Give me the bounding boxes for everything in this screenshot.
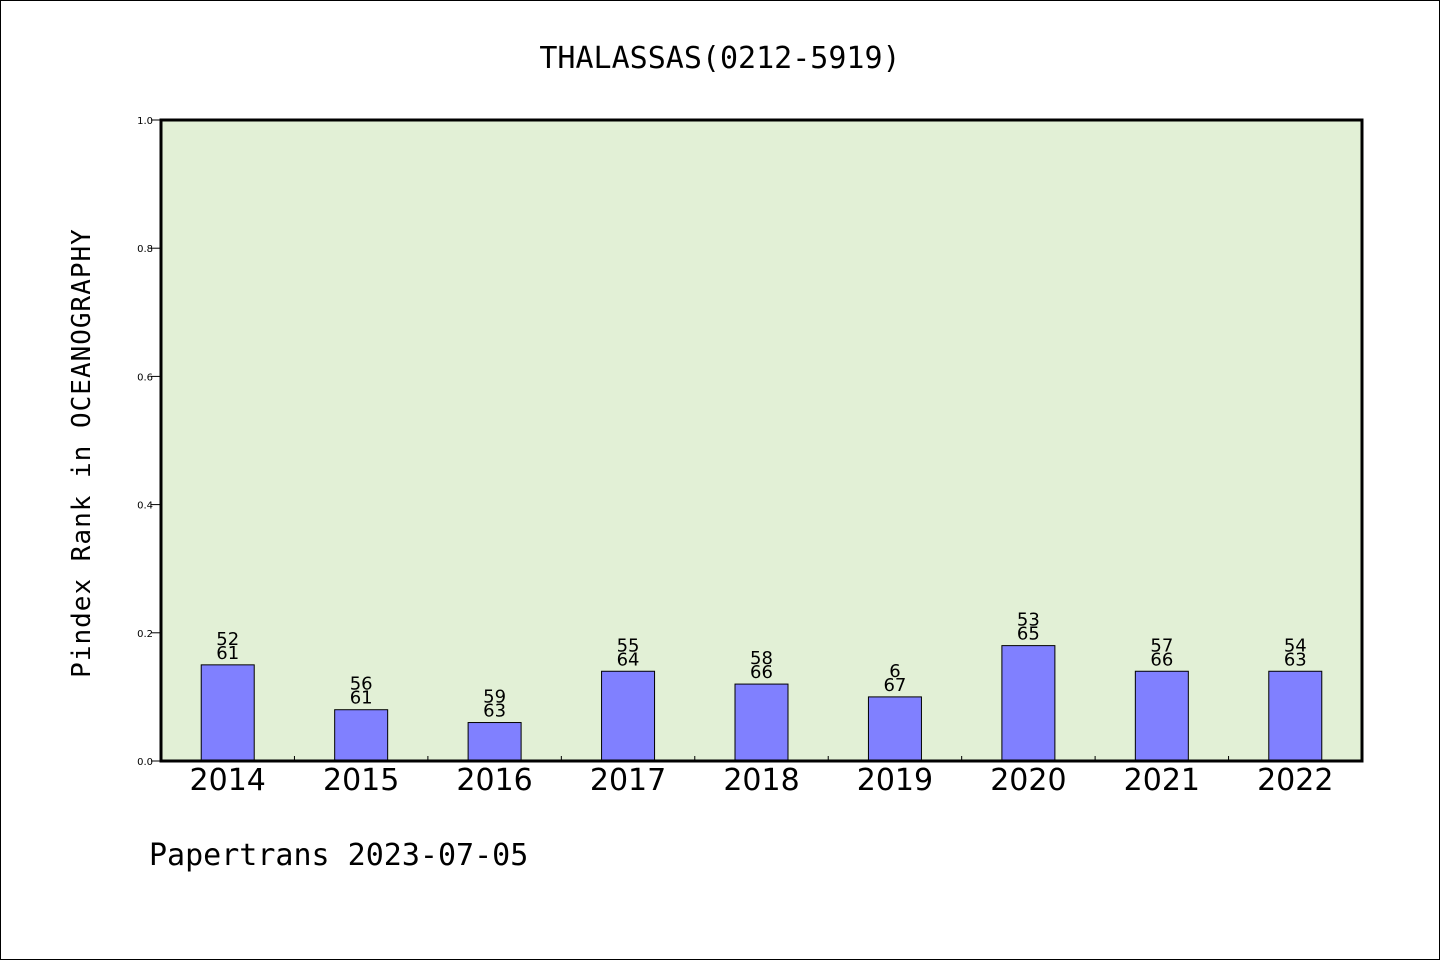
bar-label-top: 58	[750, 648, 773, 669]
bar-label-top: 53	[1017, 610, 1040, 631]
bar-label-bottom: 61	[350, 688, 373, 709]
x-tick-label: 2021	[1124, 763, 1200, 798]
x-tick-label: 2018	[723, 763, 799, 798]
bar-label-top: 56	[350, 674, 373, 695]
bar	[867, 696, 922, 762]
y-tick-label: 0.0	[137, 757, 153, 768]
bar	[334, 709, 389, 762]
bar	[734, 683, 789, 762]
y-axis-label: Pindex Rank in OCEANOGRAPHY	[67, 228, 97, 678]
bar-label-bottom: 66	[750, 662, 773, 683]
y-tick-label: 1.0	[137, 116, 153, 127]
x-tick-label: 2017	[590, 763, 666, 798]
y-tick-label: 0.4	[137, 501, 153, 512]
bar-label-bottom: 63	[1284, 649, 1307, 670]
bar	[1268, 670, 1323, 762]
bar-label-bottom: 64	[617, 649, 640, 670]
chart-title: THALASSAS(0212-5919)	[539, 41, 900, 76]
plot-area	[161, 120, 1362, 761]
bar	[467, 722, 522, 762]
x-tick-label: 2019	[857, 763, 933, 798]
bar-label-bottom: 63	[483, 701, 506, 722]
bar-label-bottom: 66	[1150, 649, 1173, 670]
bar-label-top: 52	[216, 629, 239, 650]
y-tick-label: 0.2	[137, 629, 153, 640]
plot-border	[159, 118, 1364, 763]
bar	[601, 670, 656, 762]
x-tick-label: 2016	[456, 763, 532, 798]
bar-label-bottom: 61	[216, 643, 239, 664]
x-tick-label: 2014	[190, 763, 266, 798]
bar-label-top: 54	[1284, 635, 1307, 656]
x-axis-ticks: 2014 2015 2016 2017 2018 2019 2020 2021 2022	[190, 756, 1333, 798]
x-tick-label: 2015	[323, 763, 399, 798]
y-axis-ticks: 0.0 0.2 0.4 0.6 0.8 1.0	[137, 116, 161, 768]
y-tick-label: 0.6	[137, 372, 153, 383]
bar-label-bottom: 67	[883, 675, 906, 696]
bar	[1001, 645, 1056, 762]
bar-label-top: 55	[617, 635, 640, 656]
x-tick-label: 2022	[1257, 763, 1333, 798]
y-tick-label: 0.8	[137, 244, 153, 255]
bar-label-bottom: 65	[1017, 624, 1040, 645]
bar	[1134, 670, 1189, 762]
bar-label-top: 57	[1150, 635, 1173, 656]
bar-label-top: 6	[889, 661, 900, 682]
bars-group	[200, 645, 1323, 762]
bar	[200, 664, 255, 762]
footer-text: Papertrans 2023-07-05	[149, 838, 528, 873]
x-tick-label: 2020	[990, 763, 1066, 798]
bar-label-top: 59	[483, 687, 506, 708]
